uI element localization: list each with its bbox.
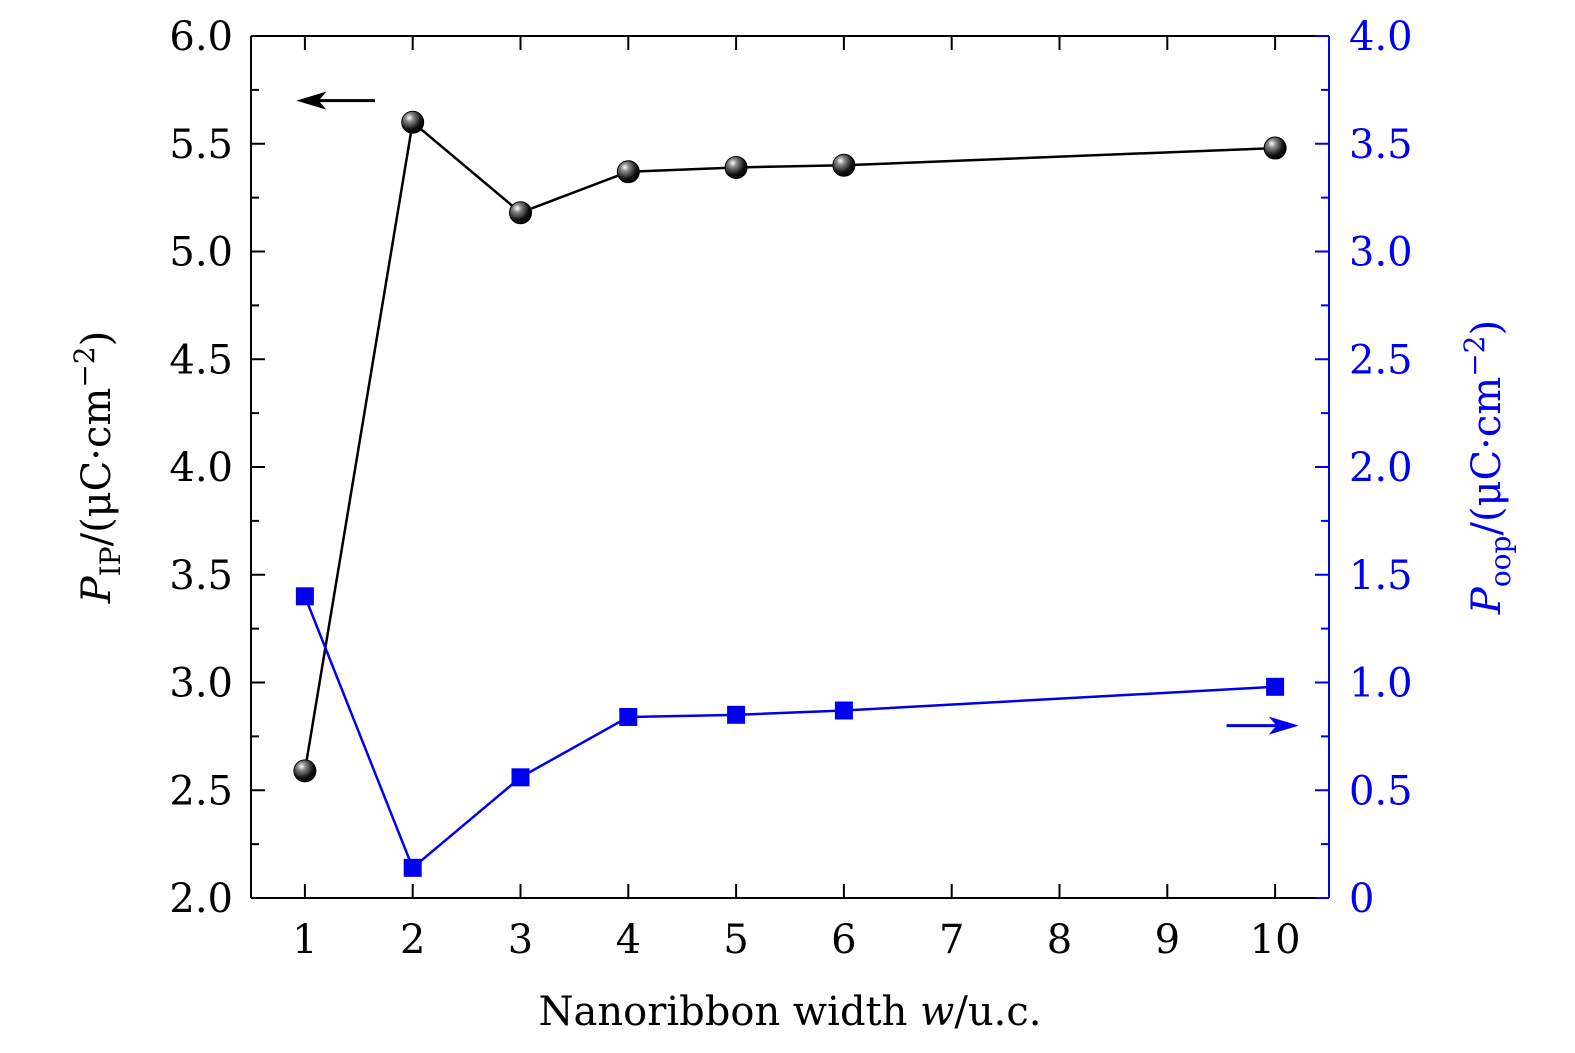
y-left-tick-label: 4.0 (169, 445, 233, 491)
x-tick-label: 3 (508, 917, 533, 963)
y-left-axis: 2.0 2.5 3.0 3.5 4.0 4.5 5.0 5.5 6.0 (169, 14, 265, 922)
y-left-tick-label: 5.5 (169, 122, 233, 168)
annotation-layer (296, 91, 1299, 735)
left-axis-arrow (296, 91, 375, 110)
x-axis-title: Nanoribbon width w/u.c. (539, 989, 1042, 1035)
y-right-tick-label: 1.5 (1349, 553, 1413, 599)
y-left-axis-title: PIP/(μC·cm−2) (68, 331, 127, 604)
axis-titles: Nanoribbon width w/u.c. PIP/(μC·cm−2) Poop… (68, 320, 1517, 1035)
y-left-tick-label: 2.5 (169, 768, 233, 814)
x-tick-label: 10 (1250, 917, 1301, 963)
x-axis: 1 2 3 4 5 6 7 8 9 10 (292, 36, 1301, 963)
data-point-left (1263, 136, 1287, 160)
data-point-right (511, 768, 530, 787)
data-point-right (1266, 677, 1285, 696)
data-point-left (832, 153, 856, 177)
right-axis-arrow (1226, 716, 1299, 735)
series-line-left (303, 119, 1276, 772)
series-layer (293, 110, 1287, 877)
y-right-tick-label: 2.5 (1349, 337, 1413, 383)
data-point-right (619, 707, 638, 726)
data-point-left (293, 759, 317, 783)
x-tick-label: 6 (831, 917, 856, 963)
x-tick-label: 8 (1047, 917, 1072, 963)
y-right-tick-label: 1.0 (1349, 661, 1413, 707)
left-axis-arrow-head (296, 91, 327, 110)
y-left-tick-label: 4.5 (169, 337, 233, 383)
y-left-tick-label: 2.0 (169, 876, 233, 922)
y-right-tick-label: 0.5 (1349, 768, 1413, 814)
y-left-tick-label: 3.5 (169, 553, 233, 599)
y-left-tick-label: 3.0 (169, 661, 233, 707)
data-point-right (295, 587, 314, 606)
right-axis-arrow-head (1268, 716, 1299, 735)
x-tick-label: 4 (616, 917, 641, 963)
x-tick-label: 9 (1155, 917, 1180, 963)
data-point-right (834, 701, 853, 720)
x-tick-label: 2 (400, 917, 425, 963)
y-right-axis-title: Poop/(μC·cm−2) (1458, 320, 1517, 615)
data-point-right (727, 705, 746, 724)
data-point-left (401, 110, 425, 134)
y-right-tick-label: 0 (1349, 876, 1374, 922)
x-tick-label: 7 (939, 917, 964, 963)
data-point-left (616, 160, 640, 184)
x-tick-label: 1 (292, 917, 317, 963)
y-right-tick-label: 2.0 (1349, 445, 1413, 491)
x-tick-label: 5 (723, 917, 748, 963)
series-line-right (303, 595, 1276, 870)
y-left-tick-label: 6.0 (169, 14, 233, 60)
data-point-left (509, 201, 532, 225)
y-right-tick-label: 4.0 (1349, 14, 1413, 60)
data-point-right (403, 858, 422, 877)
y-right-axis: 0 0.5 1.0 1.5 2.0 2.5 3.0 3.5 4.0 (1315, 14, 1413, 922)
y-left-tick-label: 5.0 (169, 230, 233, 276)
y-right-tick-label: 3.0 (1349, 230, 1413, 276)
data-point-left (724, 155, 748, 179)
y-right-tick-label: 3.5 (1349, 122, 1413, 168)
